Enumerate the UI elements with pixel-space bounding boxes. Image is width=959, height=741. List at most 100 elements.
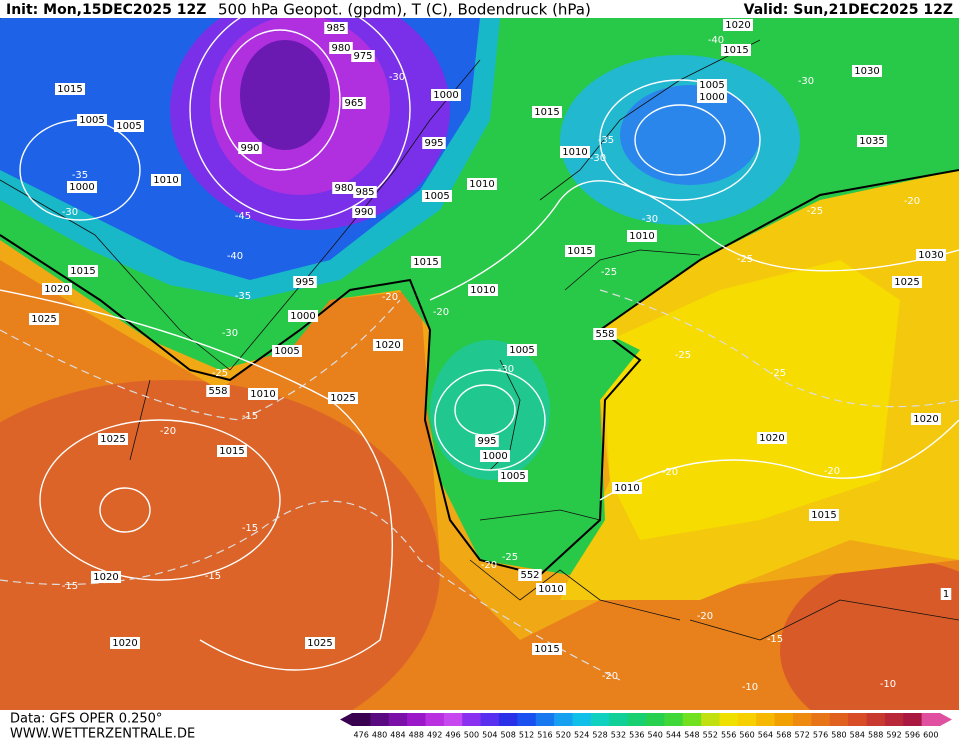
- map-labels: 101510051005-351000-301010990-45-4010151…: [29, 19, 952, 693]
- label-box: [911, 413, 941, 425]
- colorbar-swatch: [774, 713, 794, 726]
- map-label: -30: [642, 214, 658, 225]
- colorbar-swatch: [462, 713, 482, 726]
- colorbar-label: 576: [813, 731, 828, 740]
- label-box: [55, 83, 85, 95]
- map-label: -20: [433, 307, 449, 318]
- colorbar-label: 536: [629, 731, 644, 740]
- isobar: [599, 79, 761, 201]
- colorbar-swatch: [499, 713, 518, 726]
- colorbar-label: 544: [666, 731, 681, 740]
- map-label: 1010: [469, 179, 494, 190]
- colorbar-swatch: [737, 713, 757, 726]
- label-box: [532, 643, 562, 655]
- colorbar-swatch: [719, 713, 739, 726]
- map-label: 995: [424, 138, 443, 149]
- colorbar-label: 516: [537, 731, 552, 740]
- map-label: 1020: [913, 414, 938, 425]
- warm-core: [0, 380, 440, 741]
- label-box: [352, 206, 376, 218]
- warm-core: [780, 560, 959, 740]
- colorbar-label: 484: [390, 731, 405, 740]
- colorbar-swatch: [627, 713, 647, 726]
- map-label: 1010: [562, 147, 587, 158]
- isobar: [39, 419, 281, 581]
- colorbar-swatch: [590, 713, 610, 726]
- map-label: 1015: [534, 107, 559, 118]
- map-label: -25: [737, 254, 753, 265]
- map-label: 1025: [31, 314, 56, 325]
- map-label: 552: [520, 570, 539, 581]
- map-label: 1020: [93, 572, 118, 583]
- label-box: [532, 106, 562, 118]
- label-box: [431, 89, 461, 101]
- map-label: 1015: [534, 644, 559, 655]
- map-label: 965: [344, 98, 363, 109]
- map-label: -10: [880, 679, 896, 690]
- colorbar-swatch: [829, 713, 849, 726]
- colorbar-label: 504: [482, 731, 497, 740]
- colorbar-swatch: [811, 713, 831, 726]
- label-box: [332, 182, 356, 194]
- map-label: -20: [160, 426, 176, 437]
- map-label: 1010: [538, 584, 563, 595]
- isotherm: [0, 500, 621, 681]
- label-box: [248, 388, 278, 400]
- colorbar-label: 480: [372, 731, 387, 740]
- map-label: -35: [598, 135, 614, 146]
- website: WWW.WETTERZENTRALE.DE: [10, 727, 195, 741]
- map-label: 1015: [413, 257, 438, 268]
- label-box: [77, 114, 107, 126]
- map-label: 1030: [854, 66, 879, 77]
- colorbar-swatch: [793, 713, 812, 726]
- colorbar-swatch: [407, 713, 426, 726]
- colorbar-swatch: [535, 713, 555, 726]
- map-label: 1015: [57, 84, 82, 95]
- map-label: -25: [212, 368, 228, 379]
- isotherm: [599, 289, 959, 408]
- isobar: [599, 419, 959, 501]
- map-label: 558: [595, 329, 614, 340]
- map-label: 1015: [723, 45, 748, 56]
- map-label: 1000: [699, 92, 724, 103]
- map-label: 1020: [725, 20, 750, 31]
- label-box: [468, 284, 498, 296]
- map-label: 1025: [330, 393, 355, 404]
- colorbar-swatch: [554, 713, 573, 726]
- label-box: [351, 50, 375, 62]
- colorbar-label: 540: [648, 731, 663, 740]
- map-label: -30: [798, 76, 814, 87]
- colorbar-swatch: [443, 713, 463, 726]
- colorbar-label: 580: [831, 731, 846, 740]
- map-label: 1015: [70, 266, 95, 277]
- map-label: -25: [770, 368, 786, 379]
- colorbar-label: 556: [721, 731, 736, 740]
- map-label: 1015: [811, 510, 836, 521]
- colorbar-label: 592: [886, 731, 901, 740]
- map-label: 1015: [567, 246, 592, 257]
- map-label: 980: [334, 183, 353, 194]
- colorbar-label: 508: [501, 731, 516, 740]
- colorbar-label: 520: [556, 731, 571, 740]
- colorbar-label: 568: [776, 731, 791, 740]
- map-label: 1015: [219, 446, 244, 457]
- map-label: 1005: [699, 80, 724, 91]
- map-title: 500 hPa Geopot. (gpdm), T (C), Bodendruc…: [218, 1, 591, 19]
- isotherm: [0, 299, 401, 421]
- map-label: -15: [242, 523, 258, 534]
- label-box: [206, 385, 230, 397]
- map-label: 990: [354, 207, 373, 218]
- label-box: [422, 190, 452, 202]
- map-label: 1010: [250, 389, 275, 400]
- label-box: [697, 91, 727, 103]
- map-label: 1005: [116, 121, 141, 132]
- label-box: [467, 178, 497, 190]
- map-label: 1020: [759, 433, 784, 444]
- colorbar-swatch: [701, 713, 720, 726]
- colorbar-swatch: [682, 713, 702, 726]
- label-box: [507, 344, 537, 356]
- map-label: 1005: [509, 345, 534, 356]
- map-label: -35: [235, 291, 251, 302]
- map-label: 1005: [79, 115, 104, 126]
